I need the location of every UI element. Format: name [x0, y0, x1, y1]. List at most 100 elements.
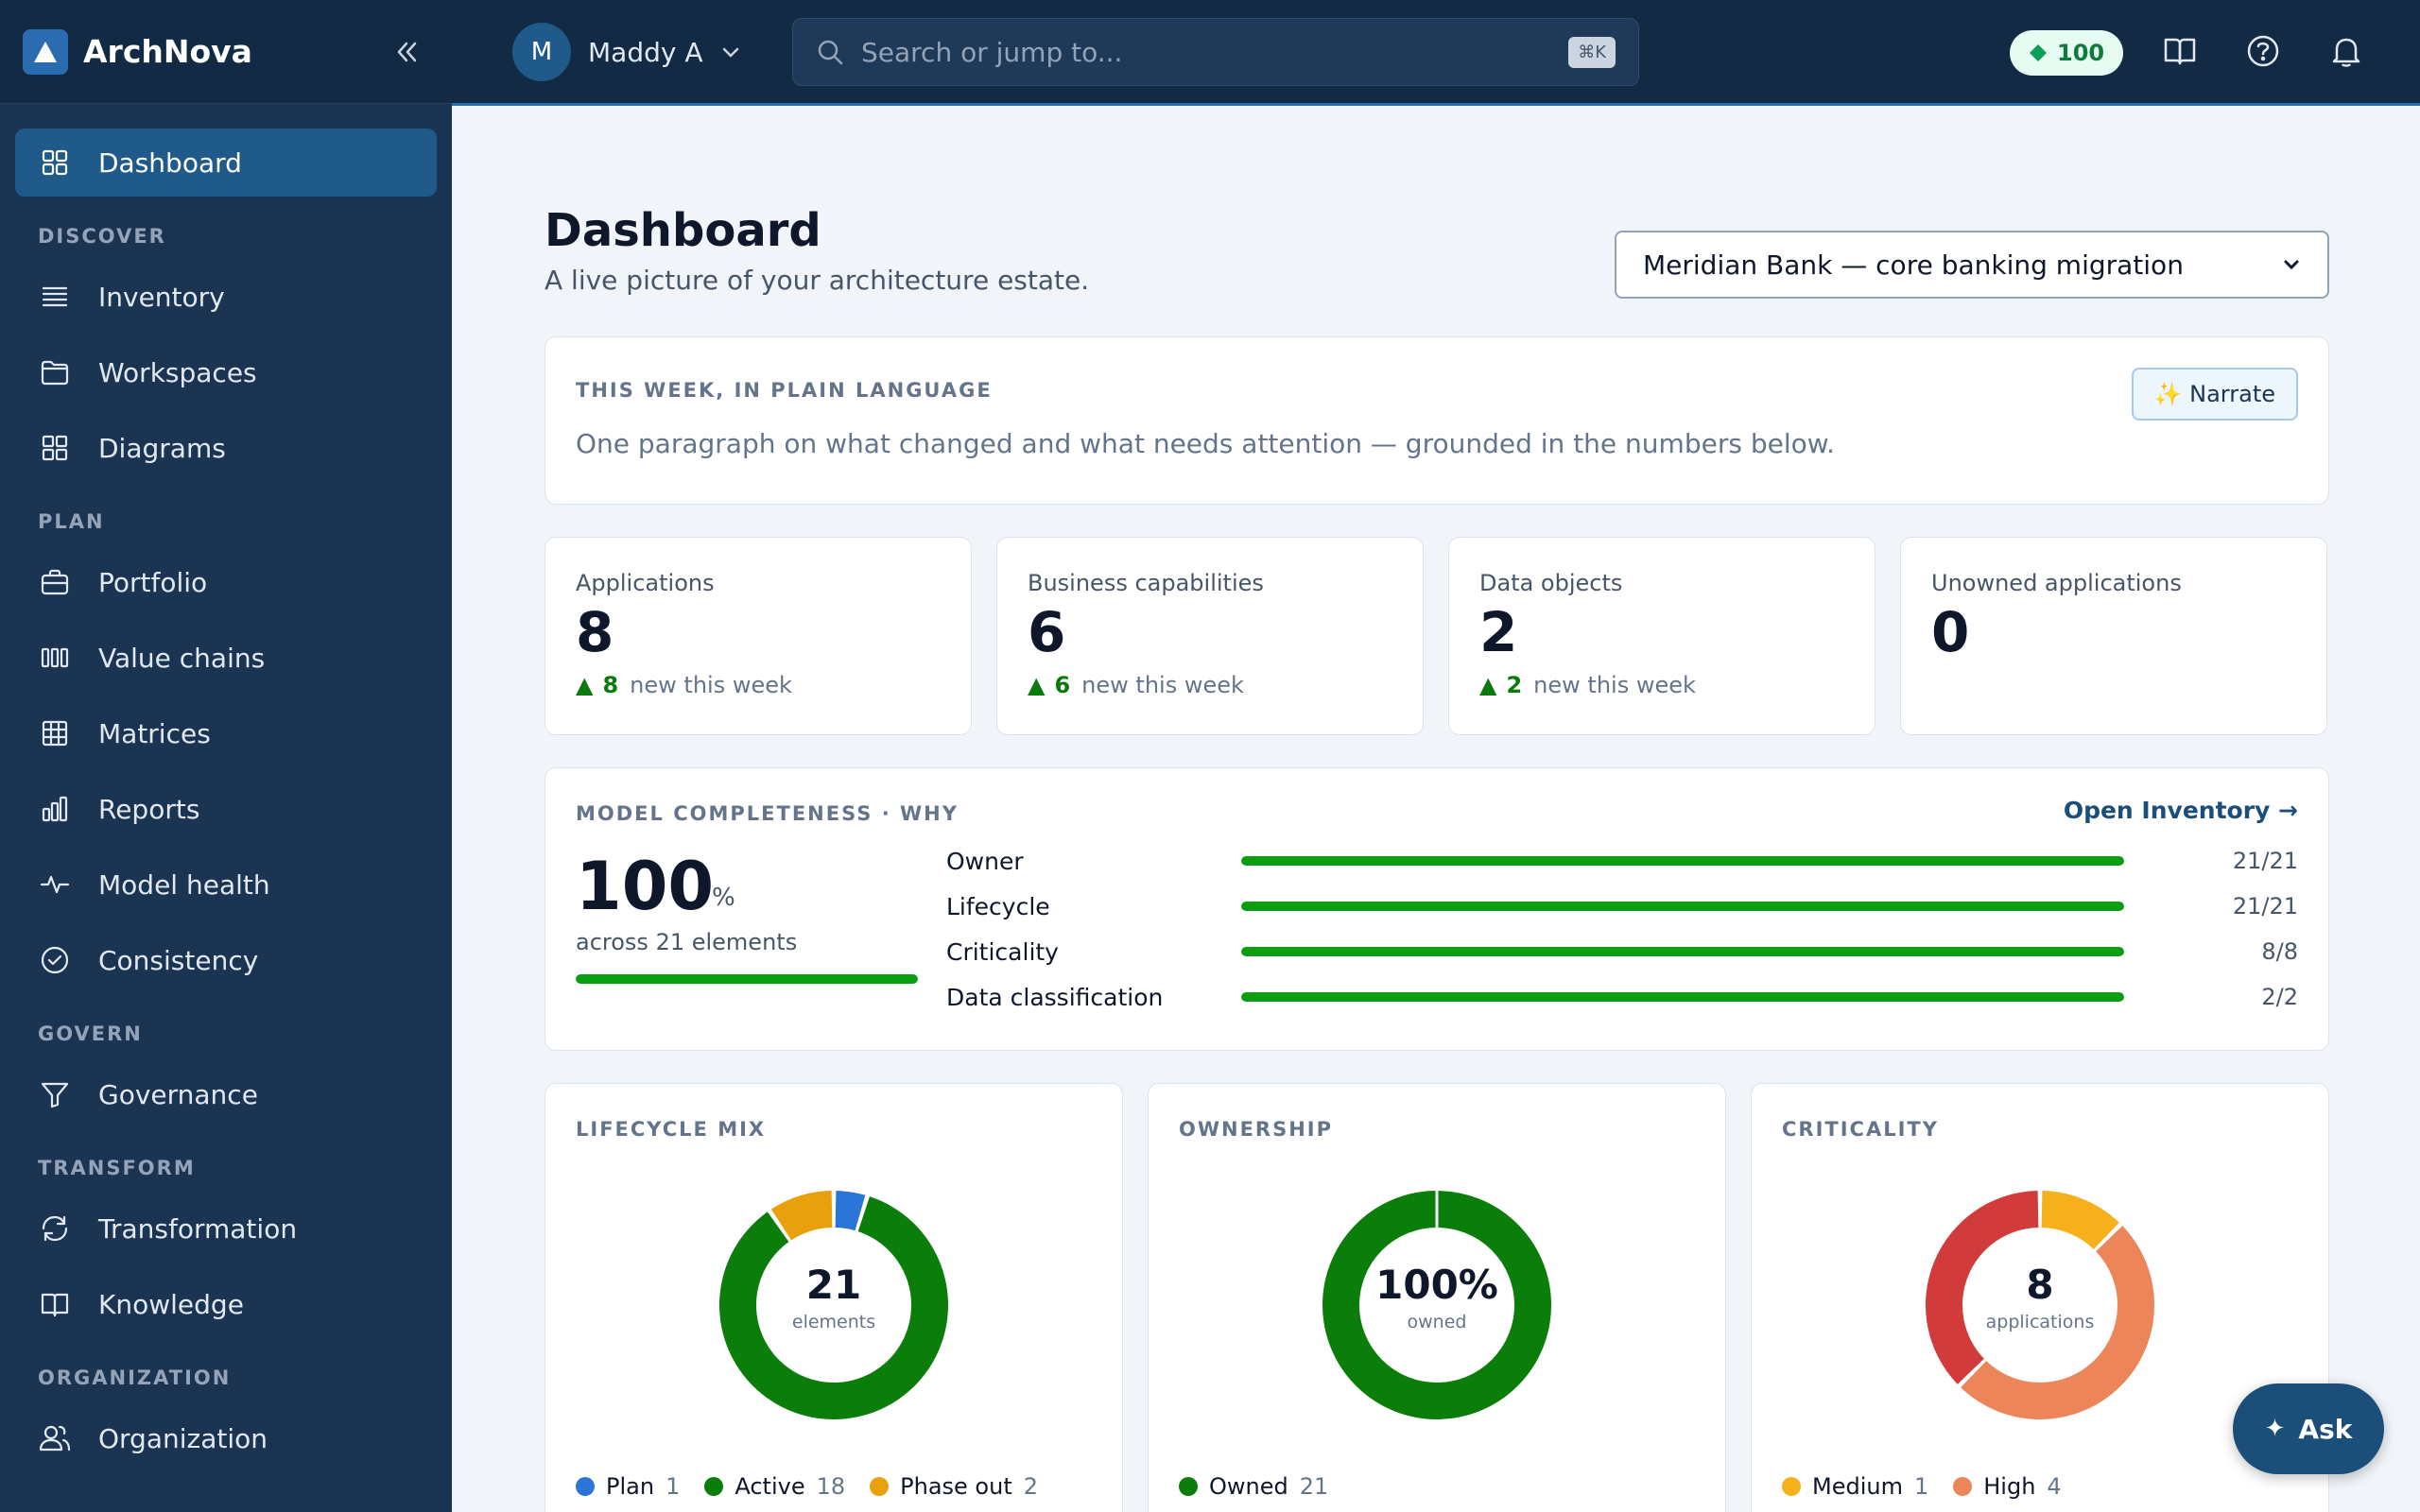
trend-up-icon: ▲ [576, 672, 594, 698]
completeness-row-value: 8/8 [2261, 938, 2298, 965]
donut-segment[interactable] [770, 1191, 833, 1241]
donut-center-value: 8 [2026, 1262, 2054, 1308]
bell-icon[interactable] [2327, 32, 2365, 70]
narrative-text: One paragraph on what changed and what n… [576, 428, 1835, 459]
legend-item[interactable]: Medium 1 [1782, 1473, 1928, 1500]
completeness-subtitle: across 21 elements [576, 929, 798, 955]
stat-card[interactable]: Data objects 2 ▲ 2 new this week [1448, 537, 1876, 735]
legend-count: 4 [2047, 1473, 2062, 1500]
legend-swatch [1953, 1477, 1973, 1496]
donut-segment[interactable] [719, 1196, 948, 1419]
legend-swatch [1782, 1477, 1801, 1496]
search-icon [818, 40, 843, 65]
donut-center-label: owned [1407, 1312, 1467, 1332]
completeness-row-value: 21/21 [2232, 848, 2298, 874]
user-menu[interactable]: M Maddy A [512, 23, 741, 81]
sidebar-item-knowledge[interactable]: Knowledge [15, 1270, 437, 1338]
stat-delta-text: new this week [630, 672, 792, 698]
stat-value: 2 [1479, 600, 1518, 664]
sidebar-item-consistency[interactable]: Consistency [15, 926, 437, 994]
sidebar-item-portfolio[interactable]: Portfolio [15, 548, 437, 616]
credits-badge[interactable]: 100 [2010, 30, 2124, 76]
sidebar-item-label: Matrices [98, 717, 211, 749]
completeness-row-fill [1241, 992, 2124, 1002]
sidebar-item-label: Portfolio [98, 566, 208, 598]
avatar: M [512, 23, 571, 81]
user-name: Maddy A [588, 36, 703, 68]
docs-book-icon[interactable] [2161, 32, 2199, 70]
stat-delta: ▲ 8 new this week [576, 672, 792, 698]
page-subtitle: A live picture of your architecture esta… [544, 265, 1090, 296]
donut-segment[interactable] [835, 1191, 866, 1231]
completeness-progress-bar [576, 974, 918, 984]
completeness-value: 100 [576, 848, 715, 925]
stat-delta-value: 8 [602, 672, 619, 698]
stat-label: Unowned applications [1931, 570, 2182, 596]
ask-button[interactable]: ✦ Ask [2233, 1383, 2384, 1474]
sidebar-item-matrices[interactable]: Matrices [15, 699, 437, 767]
logo-icon [23, 28, 68, 75]
chevron-down-icon [722, 47, 738, 58]
sidebar-item-label: Reports [98, 793, 200, 825]
completeness-row: Lifecycle 21/21 [946, 889, 2298, 923]
completeness-row-bar [1241, 947, 2124, 956]
sidebar-item-organization[interactable]: Organization [15, 1404, 437, 1472]
stat-delta-value: 6 [1054, 672, 1071, 698]
sidebar-item-workspaces[interactable]: Workspaces [15, 338, 437, 406]
stat-card[interactable]: Applications 8 ▲ 8 new this week [544, 537, 972, 735]
workspace-select[interactable]: Meridian Bank — core banking migration [1615, 231, 2329, 299]
narrative-card: THIS WEEK, IN PLAIN LANGUAGE One paragra… [544, 336, 2329, 505]
legend-item[interactable]: Owned 21 [1179, 1473, 1328, 1500]
narrate-button[interactable]: ✨ Narrate [2131, 368, 2298, 421]
stat-label: Business capabilities [1028, 570, 1264, 596]
donut-chart [1926, 1191, 2154, 1419]
donut-segment[interactable] [1961, 1226, 2154, 1419]
trend-up-icon: ▲ [1479, 672, 1497, 698]
sidebar-item-dashboard[interactable]: Dashboard [15, 129, 437, 197]
legend-item[interactable]: Active 18 [704, 1473, 845, 1500]
legend-item[interactable]: Phase out 2 [870, 1473, 1038, 1500]
sidebar-item-transformation[interactable]: Transformation [15, 1194, 437, 1263]
sidebar-item-label: Diagrams [98, 432, 226, 464]
stat-delta: ▲ 2 new this week [1479, 672, 1696, 698]
stat-delta-text: new this week [1081, 672, 1244, 698]
donut-segment[interactable] [2041, 1191, 2119, 1249]
legend-count: 18 [816, 1473, 846, 1500]
nav-section-discover: DISCOVER [38, 225, 166, 248]
sidebar-item-governance[interactable]: Governance [15, 1060, 437, 1128]
sidebar-item-value-chains[interactable]: Value chains [15, 624, 437, 692]
list-icon [42, 286, 68, 307]
legend-label: Plan [606, 1473, 655, 1500]
completeness-row: Data classification 2/2 [946, 980, 2298, 1014]
donut-chart [719, 1191, 948, 1419]
legend-item[interactable]: Plan 1 [576, 1473, 680, 1500]
diamond-icon [2030, 44, 2047, 61]
stat-value: 0 [1931, 600, 1970, 664]
help-icon[interactable] [2244, 32, 2282, 70]
donut-legend: Plan 1 Active 18 Phase out 2 [576, 1473, 1063, 1500]
sidebar-item-model-health[interactable]: Model health [15, 850, 437, 919]
sidebar-item-label: Dashboard [98, 146, 242, 179]
donut-heading: OWNERSHIP [1179, 1118, 1334, 1141]
sidebar-item-reports[interactable]: Reports [15, 775, 437, 843]
filter-icon [41, 1082, 69, 1108]
sidebar-item-diagrams[interactable]: Diagrams [15, 414, 437, 482]
folder-icon [41, 360, 69, 386]
briefcase-icon [41, 569, 69, 595]
legend-item[interactable]: High 4 [1953, 1473, 2062, 1500]
stat-card[interactable]: Business capabilities 6 ▲ 6 new this week [996, 537, 1424, 735]
sidebar-nav: Dashboard DISCOVER Inventory Workspaces Diag… [0, 104, 452, 1472]
stat-value: 6 [1028, 600, 1066, 664]
collapse-sidebar-icon[interactable] [384, 29, 429, 75]
donut-center: 21 elements [792, 1262, 875, 1332]
legend-count: 1 [1913, 1473, 1929, 1500]
stat-label: Applications [576, 570, 715, 596]
brand: ArchNova [0, 0, 452, 104]
donut-heading: CRITICALITY [1782, 1118, 1939, 1141]
trend-up-icon: ▲ [1028, 672, 1046, 698]
search-input[interactable]: Search or jump to... ⌘K [792, 18, 1639, 86]
donut-segment[interactable] [1926, 1191, 2039, 1384]
sidebar-item-inventory[interactable]: Inventory [15, 263, 437, 331]
open-inventory-link[interactable]: Open Inventory → [2063, 797, 2298, 824]
stat-card[interactable]: Unowned applications 0 [1900, 537, 2327, 735]
